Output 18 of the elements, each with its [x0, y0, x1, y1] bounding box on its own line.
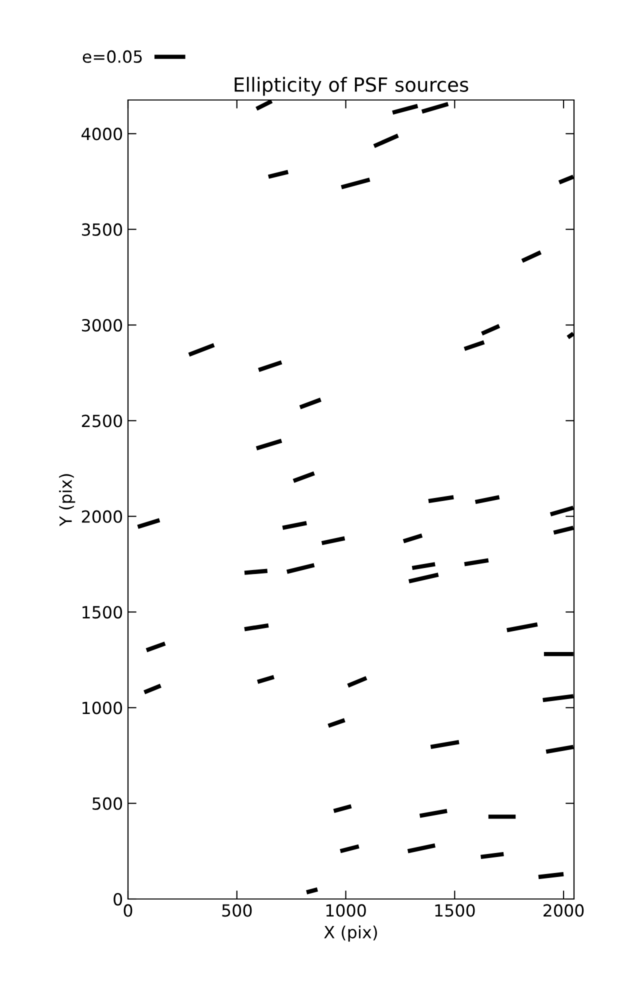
y-tick-label: 2000: [82, 510, 122, 523]
y-tick-label: 2500: [82, 414, 122, 428]
x-axis-title: X (pix): [324, 926, 377, 942]
y-tick-label: 3500: [82, 223, 122, 236]
y-axis-title: Y (pix): [59, 474, 76, 526]
y-tick-label: 3000: [82, 318, 122, 332]
x-tick-label: 1500: [435, 904, 475, 917]
y-tick-label: 0: [114, 892, 122, 906]
x-tick-label: 2000: [544, 904, 584, 917]
y-tick-label: 1500: [82, 606, 122, 619]
chart-title: Ellipticity of PSF sources: [234, 76, 468, 96]
y-tick-label: 500: [92, 797, 122, 810]
y-tick-label: 4000: [82, 128, 122, 140]
x-tick-label: 1000: [326, 904, 366, 917]
y-tick-label: 1000: [82, 702, 122, 714]
x-tick-label: 0: [124, 904, 132, 917]
legend-label: e=0.05: [82, 50, 142, 63]
x-tick-label: 500: [222, 904, 252, 917]
